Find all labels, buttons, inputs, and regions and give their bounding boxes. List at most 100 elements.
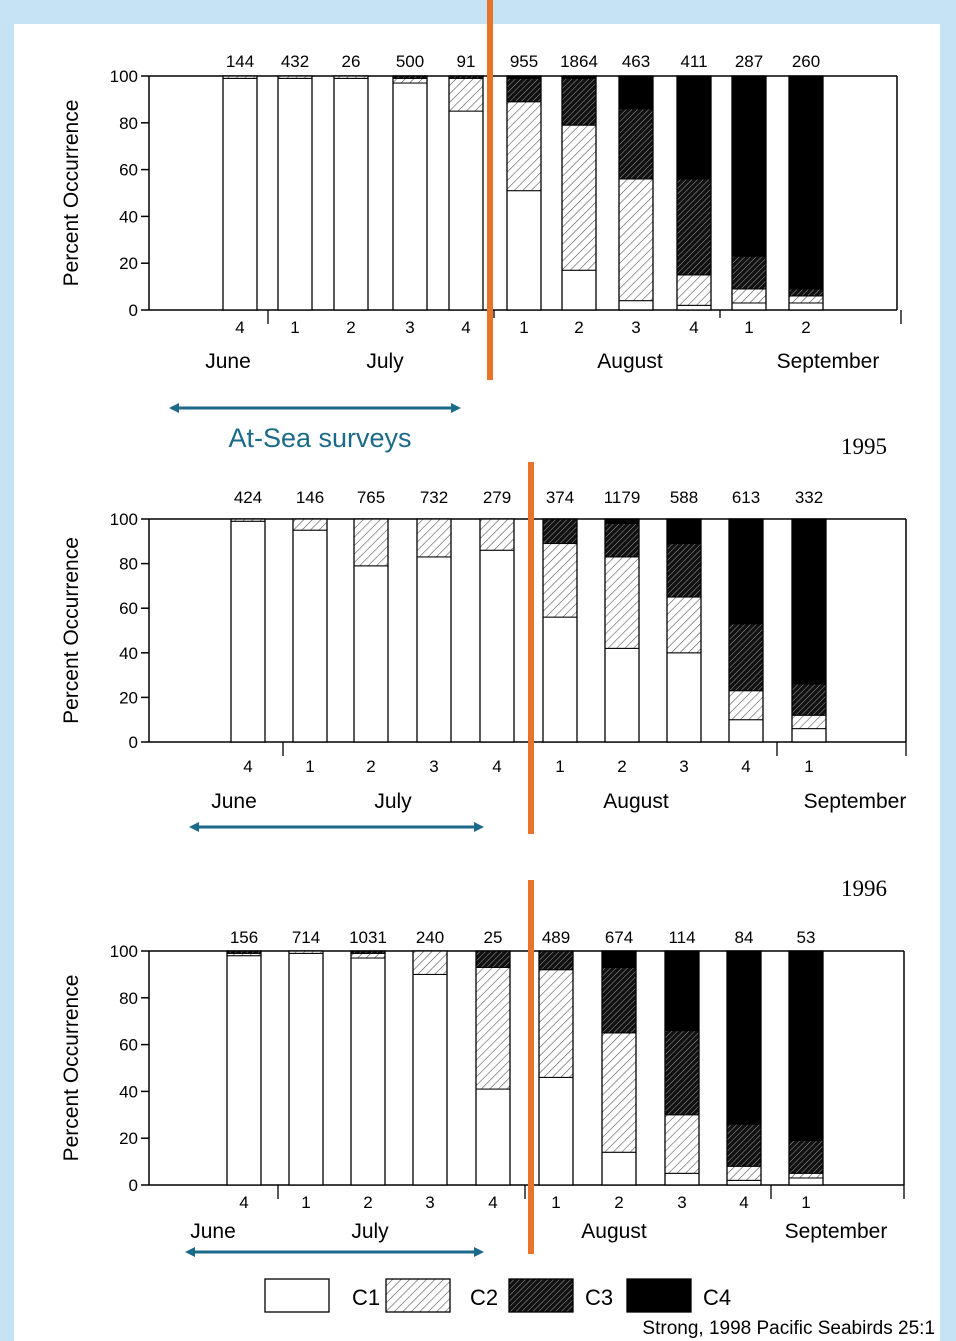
bar-segment-c4	[791, 518, 827, 685]
y-tick-label: 0	[129, 301, 138, 320]
bar-segment-c2	[728, 690, 764, 721]
bar-outline	[726, 950, 762, 1186]
sample-size-label: 279	[483, 488, 511, 507]
sample-size-label: 1864	[560, 52, 598, 71]
bar-segment-c4	[676, 75, 712, 180]
legend-swatch-c3	[508, 1278, 574, 1313]
bar-outline	[392, 75, 428, 311]
bar-segment-c1	[788, 302, 824, 311]
sample-size-label: 765	[357, 488, 385, 507]
bar-segment-c4	[601, 950, 637, 968]
bar-segment-c1	[448, 110, 484, 311]
bar-segment-c4	[788, 75, 824, 290]
x-tick-label: 2	[366, 757, 375, 776]
bar-segment-c3	[791, 683, 827, 716]
x-tick-label: 3	[425, 1193, 434, 1212]
bar-segment-c3	[731, 255, 767, 290]
sample-size-label: 500	[396, 52, 424, 71]
y-tick-label: 60	[119, 599, 138, 618]
y-tick-label: 0	[129, 733, 138, 752]
bar-segment-c1	[542, 616, 578, 743]
bar-segment-c1	[230, 520, 266, 743]
y-tick-label: 100	[110, 942, 138, 961]
bar-segment-c4	[728, 518, 764, 625]
sample-size-label: 613	[732, 488, 760, 507]
bar-segment-c1	[664, 1172, 700, 1186]
sample-size-label: 374	[546, 488, 574, 507]
month-label: September	[804, 790, 907, 813]
bar-outline	[618, 75, 654, 311]
bar-outline	[412, 950, 448, 1186]
bar-segment-c3	[542, 518, 578, 545]
x-tick-label: 1	[801, 1193, 810, 1212]
bar-segment-c1	[618, 300, 654, 311]
bar-segment-c2	[350, 952, 386, 959]
bar-outline	[664, 950, 700, 1186]
x-tick-label: 1	[551, 1193, 560, 1212]
bar-segment-c2	[664, 1114, 700, 1174]
sample-size-label: 463	[622, 52, 650, 71]
sample-size-label: 732	[420, 488, 448, 507]
sample-size-label: 144	[226, 52, 254, 71]
year-label: 1996	[841, 876, 887, 901]
bar-segment-c2	[788, 295, 824, 304]
bar-segment-c3	[728, 623, 764, 692]
x-tick-label: 4	[689, 318, 698, 337]
x-tick-label: 1	[305, 757, 314, 776]
sample-size-label: 287	[735, 52, 763, 71]
bar-outline	[350, 950, 386, 1186]
bar-segment-c3	[538, 950, 574, 971]
x-tick-label: 4	[239, 1193, 248, 1212]
bar-segment-c2	[412, 950, 448, 975]
x-tick-label: 2	[574, 318, 583, 337]
bar-segment-c2	[416, 518, 452, 558]
bar-outline	[604, 518, 640, 743]
bar-segment-c1	[288, 952, 324, 1186]
y-tick-label: 40	[119, 1082, 138, 1101]
x-tick-label: 4	[461, 318, 470, 337]
bar-segment-c3	[475, 950, 511, 968]
chart-panel-2: 0 20 40 60 80 100 Percent Occurrence 156 4 714 1 10…	[60, 876, 905, 1243]
x-tick-label: 4	[739, 1193, 748, 1212]
legend-label-c4: C4	[703, 1285, 731, 1310]
sample-size-label: 411	[680, 52, 707, 71]
bar-outline	[538, 950, 574, 1186]
month-label: June	[205, 350, 251, 373]
month-label: June	[190, 1220, 236, 1243]
month-label: July	[351, 1220, 389, 1243]
bar-segment-c3	[676, 178, 712, 276]
y-tick-label: 0	[129, 1176, 138, 1195]
bar-segment-c1	[728, 719, 764, 743]
bar-segment-c2	[542, 543, 578, 618]
bar-segment-c1	[561, 269, 597, 311]
y-tick-label: 40	[119, 644, 138, 663]
x-tick-label: 3	[405, 318, 414, 337]
bar-segment-c3	[788, 288, 824, 297]
bar-segment-c1	[601, 1151, 637, 1186]
bar-segment-c2	[392, 77, 428, 84]
bar-segment-c2	[475, 966, 511, 1090]
y-tick-label: 60	[119, 161, 138, 180]
x-tick-label: 4	[235, 318, 244, 337]
bar-segment-c3	[726, 1123, 762, 1167]
month-label: July	[374, 790, 412, 813]
month-label: July	[366, 350, 404, 373]
bar-segment-c3	[788, 1140, 824, 1174]
bar-segment-c2	[448, 77, 484, 112]
bar-segment-c1	[416, 556, 452, 743]
legend-swatch-c4	[626, 1278, 692, 1313]
bar-outline	[791, 518, 827, 743]
bar-segment-c1	[222, 77, 258, 311]
x-tick-label: 3	[429, 757, 438, 776]
x-tick-label: 2	[346, 318, 355, 337]
bar-outline	[788, 75, 824, 311]
sample-size-label: 26	[342, 52, 361, 71]
bar-segment-c1	[353, 565, 389, 743]
bar-segment-c4	[618, 75, 654, 110]
month-label: August	[603, 790, 669, 813]
sample-size-label: 91	[457, 52, 476, 71]
x-tick-label: 3	[631, 318, 640, 337]
